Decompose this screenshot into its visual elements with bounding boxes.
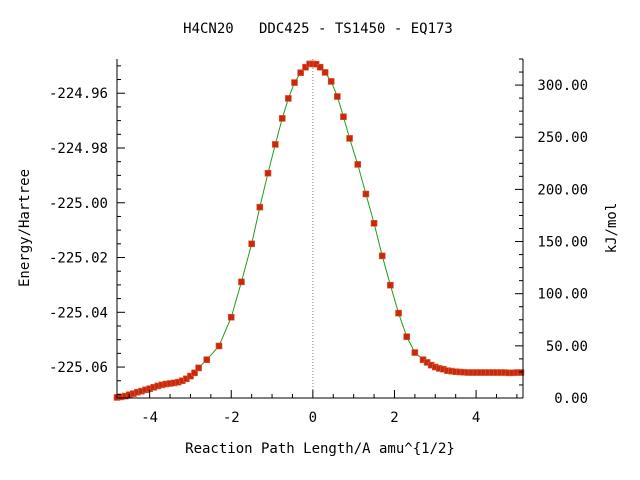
x-tick-label: 0	[309, 410, 317, 426]
x-tick-label: -4	[141, 410, 158, 426]
x-axis-label: Reaction Path Length/A amu^{1/2}	[185, 441, 455, 457]
data-point	[291, 79, 298, 86]
chart-title: H4CN20 DDC425 - TS1450 - EQ173	[183, 21, 453, 37]
y-tick-label: -224.96	[49, 86, 108, 102]
data-point	[272, 141, 279, 148]
data-point	[378, 252, 386, 260]
y2-tick-label: 0.00	[554, 391, 588, 407]
data-point	[278, 115, 286, 122]
y-axis-label: Energy/Hartree	[17, 169, 33, 287]
data-point	[256, 203, 264, 211]
x-tick-label: -2	[223, 410, 240, 426]
data-point	[354, 161, 362, 168]
data-point	[195, 364, 202, 372]
y-tick-label: -224.98	[49, 141, 108, 157]
data-point	[227, 313, 235, 321]
data-point	[346, 135, 353, 142]
data-point	[411, 349, 419, 356]
y2-tick-label: 100.00	[537, 287, 588, 303]
axes-layer: -4 -2 0 2 4 -224.96 -224.98 -225.00 -225.02 -225.…	[49, 58, 588, 426]
data-point	[191, 369, 198, 377]
data-point	[285, 95, 292, 102]
data-point	[248, 240, 255, 248]
y2-axis-label: kJ/mol	[604, 203, 620, 254]
data-point	[203, 356, 211, 363]
data-point	[215, 342, 223, 350]
data-point	[264, 169, 272, 177]
data-point	[321, 69, 329, 76]
data-point	[297, 69, 304, 76]
x-tick-label: 2	[390, 410, 398, 426]
points-layer	[113, 60, 525, 401]
y-tick-label: -225.00	[49, 196, 108, 212]
data-point	[340, 113, 347, 121]
data-point	[395, 309, 402, 317]
y2-tick-label: 250.00	[537, 130, 588, 146]
y-tick-label: -225.04	[49, 305, 108, 321]
y-tick-label: -225.06	[49, 360, 108, 376]
data-point	[517, 369, 525, 376]
data-point	[327, 78, 335, 85]
y2-tick-label: 300.00	[537, 78, 588, 94]
data-point	[316, 63, 324, 71]
data-point	[370, 220, 378, 227]
data-point	[238, 278, 245, 286]
data-point	[362, 190, 370, 198]
x-tick-label: 4	[472, 410, 480, 426]
data-point	[403, 333, 411, 340]
data-point	[334, 93, 341, 100]
y2-tick-label: 200.00	[537, 182, 588, 198]
data-point	[387, 281, 394, 289]
y2-tick-label: 50.00	[546, 339, 588, 355]
y-tick-label: -225.02	[49, 251, 108, 267]
y2-tick-label: 150.00	[537, 235, 588, 251]
